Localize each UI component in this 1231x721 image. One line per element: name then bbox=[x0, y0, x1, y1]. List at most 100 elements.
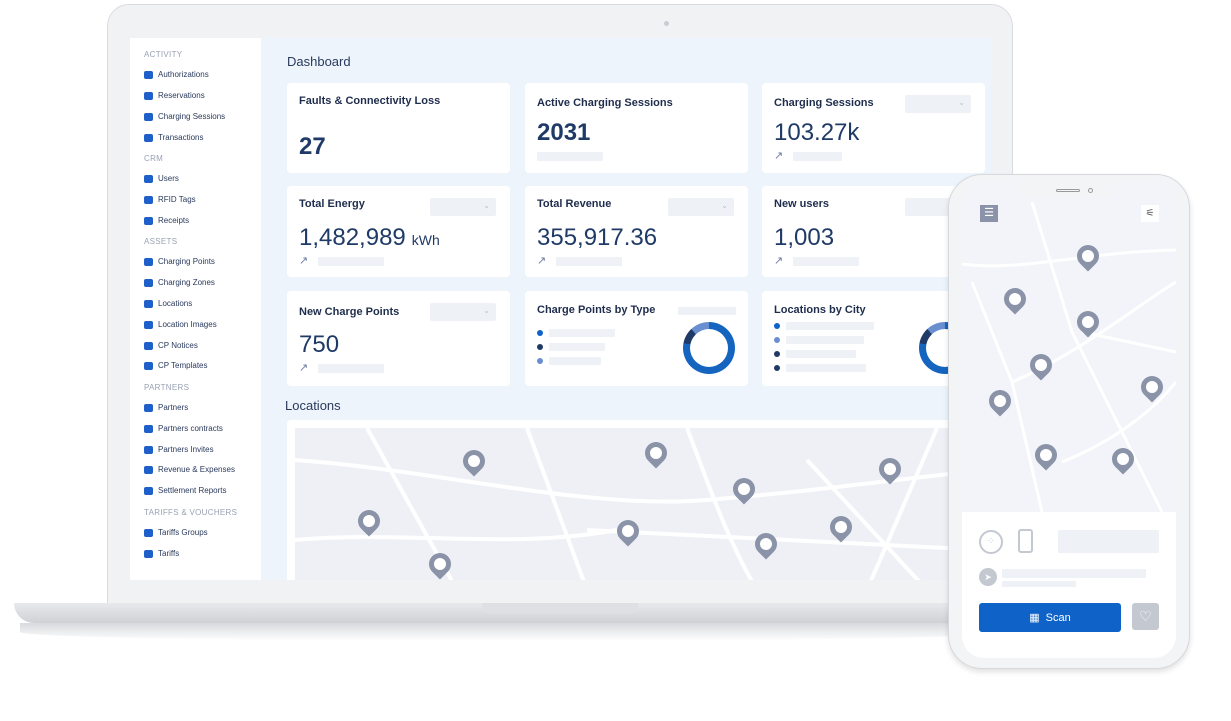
unit: kWh bbox=[411, 232, 440, 248]
trend-up-icon: ↗ bbox=[299, 362, 309, 374]
users-icon bbox=[144, 175, 153, 184]
sidebar-item-label: Charging Zones bbox=[158, 278, 215, 288]
speaker bbox=[1056, 189, 1080, 192]
legend-dot bbox=[537, 330, 543, 336]
card-value: 355,917.36 bbox=[537, 224, 658, 251]
filter-icon[interactable]: ⚟ bbox=[1141, 205, 1159, 222]
placeholder bbox=[318, 257, 384, 266]
sidebar-item-label: Charging Points bbox=[158, 257, 215, 267]
settlement-reports-icon bbox=[144, 487, 153, 496]
favorite-button[interactable]: ♡ bbox=[1132, 603, 1159, 630]
card-active-sessions[interactable]: Active Charging Sessions 2031 bbox=[525, 83, 748, 173]
type2-connector-icon[interactable]: ⁘ bbox=[979, 530, 1003, 554]
placeholder bbox=[556, 257, 622, 266]
placeholder bbox=[1058, 530, 1159, 553]
card-title: Total Revenue bbox=[537, 198, 612, 210]
sidebar-item-charging-sessions[interactable]: Charging Sessions bbox=[130, 106, 261, 127]
placeholder bbox=[1002, 581, 1076, 587]
transactions-icon bbox=[144, 133, 153, 142]
sidebar-item-cp-notices[interactable]: CP Notices bbox=[130, 335, 261, 356]
locations-map[interactable] bbox=[287, 420, 987, 580]
charging-sessions-icon bbox=[144, 112, 153, 121]
sidebar-section-title: ASSETS bbox=[144, 237, 178, 247]
legend-placeholder bbox=[786, 336, 864, 344]
laptop-screen: ACTIVITY Authorizations Reservations Chargi… bbox=[130, 38, 991, 580]
location-images-icon bbox=[144, 320, 153, 329]
navigation-icon[interactable]: ➤ bbox=[979, 568, 997, 586]
reservations-icon bbox=[144, 91, 153, 100]
sidebar-item-rfid-tags[interactable]: RFID Tags bbox=[130, 190, 261, 211]
sidebar-item-location-images[interactable]: Location Images bbox=[130, 314, 261, 335]
tariffs-groups-icon bbox=[144, 528, 153, 537]
sidebar-item-label: Partners bbox=[158, 402, 189, 412]
card-title: Total Energy bbox=[299, 198, 365, 210]
authorizations-icon bbox=[144, 71, 153, 80]
legend-dot bbox=[774, 323, 780, 329]
sidebar-item-label: Location Images bbox=[158, 319, 217, 329]
sidebar-item-label: Locations bbox=[158, 298, 193, 308]
legend-dot bbox=[537, 358, 543, 364]
sidebar-item-tariffs[interactable]: Tariffs bbox=[130, 543, 261, 564]
card-charging-sessions[interactable]: Charging Sessions ⌄ 103.27k ↗ bbox=[762, 83, 985, 173]
period-select[interactable]: ⌄ bbox=[430, 303, 496, 321]
card-total-revenue[interactable]: Total Revenue ⌄ 355,917.36 ↗ bbox=[525, 186, 748, 277]
sidebar-item-charging-zones[interactable]: Charging Zones bbox=[130, 273, 261, 294]
period-select[interactable]: ⌄ bbox=[905, 95, 971, 113]
sidebar-item-partners-contracts[interactable]: Partners contracts bbox=[130, 418, 261, 439]
page-title: Dashboard bbox=[287, 54, 351, 69]
sidebar-item-users[interactable]: Users bbox=[130, 169, 261, 190]
locations-icon bbox=[144, 299, 153, 308]
map-roads bbox=[294, 427, 987, 580]
sidebar-item-label: Settlement Reports bbox=[158, 486, 227, 496]
legend-dot bbox=[774, 365, 780, 371]
sidebar-item-authorizations[interactable]: Authorizations bbox=[130, 65, 261, 86]
sidebar-item-settlement-reports[interactable]: Settlement Reports bbox=[130, 481, 261, 502]
laptop-shadow bbox=[20, 623, 1010, 641]
sidebar-item-label: Authorizations bbox=[158, 70, 209, 80]
sidebar-item-cp-templates[interactable]: CP Templates bbox=[130, 356, 261, 377]
partners-contracts-icon bbox=[144, 424, 153, 433]
scan-button[interactable]: ▦ Scan bbox=[979, 603, 1121, 632]
menu-icon[interactable]: ☰ bbox=[980, 205, 998, 222]
ccs-connector-icon[interactable] bbox=[1018, 529, 1033, 553]
period-select[interactable]: ⌄ bbox=[668, 198, 734, 216]
sidebar-item-transactions[interactable]: Transactions bbox=[130, 127, 261, 148]
card-locations-by-city[interactable]: Locations by City bbox=[762, 291, 985, 386]
sidebar-item-receipts[interactable]: Receipts bbox=[130, 210, 261, 231]
sidebar-item-label: Transactions bbox=[158, 132, 204, 142]
locations-title: Locations bbox=[285, 398, 341, 413]
card-total-energy[interactable]: Total Energy ⌄ 1,482,989 kWh ↗ bbox=[287, 186, 510, 277]
sidebar-item-tariffs-groups[interactable]: Tariffs Groups bbox=[130, 522, 261, 543]
sidebar-item-locations[interactable]: Locations bbox=[130, 294, 261, 315]
sidebar-item-revenue-expenses[interactable]: Revenue & Expenses bbox=[130, 460, 261, 481]
card-faults[interactable]: Faults & Connectivity Loss 27 bbox=[287, 83, 510, 173]
period-select[interactable]: ⌄ bbox=[430, 198, 496, 216]
sidebar-item-charging-points[interactable]: Charging Points bbox=[130, 252, 261, 273]
sidebar-item-label: CP Templates bbox=[158, 361, 208, 371]
card-new-charge-points[interactable]: New Charge Points ⌄ 750 ↗ bbox=[287, 291, 510, 386]
sidebar: ACTIVITY Authorizations Reservations Chargi… bbox=[130, 38, 261, 580]
sidebar-section-title: PARTNERS bbox=[144, 382, 190, 392]
partners-invites-icon bbox=[144, 445, 153, 454]
sidebar-item-label: Reservations bbox=[158, 90, 205, 100]
sidebar-item-partners[interactable]: Partners bbox=[130, 398, 261, 419]
card-charge-points-by-type[interactable]: Charge Points by Type bbox=[525, 291, 748, 386]
card-title: Locations by City bbox=[774, 304, 866, 316]
placeholder bbox=[318, 364, 384, 373]
trend-up-icon: ↗ bbox=[774, 150, 784, 162]
legend-placeholder bbox=[549, 357, 601, 365]
sidebar-section-title: CRM bbox=[144, 153, 164, 163]
main-content: Dashboard Faults & Connectivity Loss 27 … bbox=[261, 38, 991, 580]
card-value: 1,482,989 kWh bbox=[299, 224, 440, 252]
phone-map[interactable] bbox=[962, 182, 1176, 513]
sidebar-item-label: Partners contracts bbox=[158, 423, 223, 433]
card-title: New users bbox=[774, 198, 830, 210]
sidebar-item-partners-invites[interactable]: Partners Invites bbox=[130, 439, 261, 460]
card-title: Charge Points by Type bbox=[537, 304, 656, 316]
sidebar-item-label: Tariffs bbox=[158, 548, 180, 558]
trend-up-icon: ↗ bbox=[537, 255, 547, 267]
placeholder bbox=[537, 152, 603, 161]
sidebar-item-reservations[interactable]: Reservations bbox=[130, 86, 261, 107]
card-value: 2031 bbox=[537, 119, 591, 146]
legend-dot bbox=[537, 344, 543, 350]
